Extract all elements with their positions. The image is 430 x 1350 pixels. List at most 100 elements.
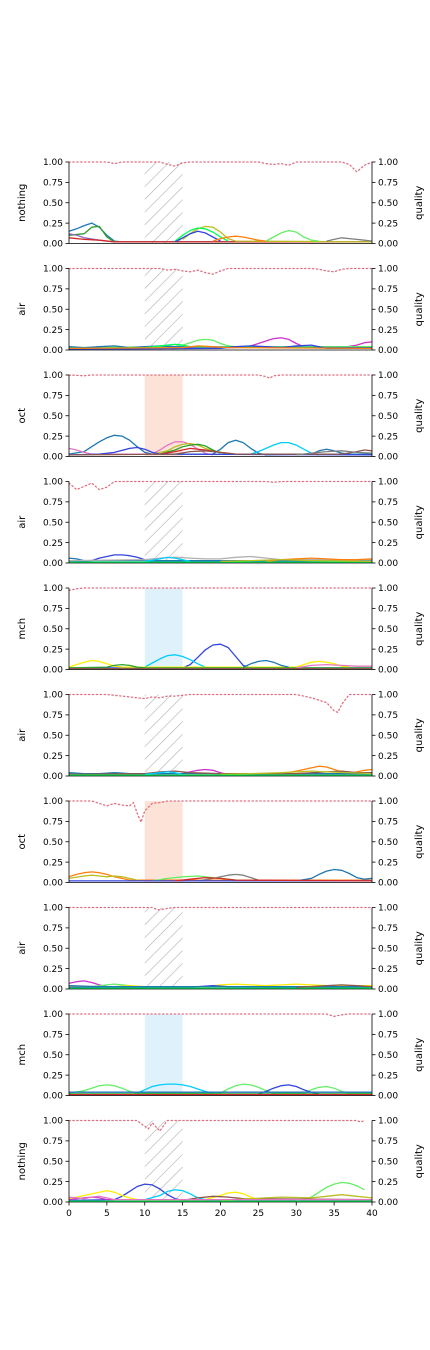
left-tick-label: 0.75 <box>43 392 63 402</box>
right-tick-label: 1.00 <box>378 371 398 381</box>
series-line-4 <box>68 237 372 243</box>
left-tick-label: 0.25 <box>43 219 63 229</box>
left-tick-label: 0.00 <box>43 346 63 356</box>
left-tick-label: 0.50 <box>43 412 63 422</box>
series-line-1 <box>68 1083 372 1094</box>
highlight-region <box>144 268 183 350</box>
quality-line <box>68 161 373 173</box>
right-tick-label: 1.00 <box>378 904 398 914</box>
left-tick-label: 0.75 <box>43 711 63 721</box>
right-tick-label: 0.00 <box>378 453 398 463</box>
right-tick-label: 1.00 <box>378 1117 398 1127</box>
series-line-2 <box>68 874 138 881</box>
series-line-10 <box>326 237 373 242</box>
series-line-1 <box>69 643 372 669</box>
series-line-4 <box>68 770 372 776</box>
quality-line <box>68 267 373 275</box>
series-line-5 <box>182 225 373 243</box>
right-tick-label: 0.25 <box>378 432 398 442</box>
left-tick-label: 1.00 <box>43 371 63 381</box>
panel-label: air <box>17 941 28 955</box>
left-tick-label: 0.25 <box>43 965 63 975</box>
highlight-region <box>144 694 183 776</box>
right-tick-label: 0.25 <box>378 219 398 229</box>
right-axis-label: quality <box>414 718 425 752</box>
panel-label: mch <box>17 1044 28 1066</box>
left-tick-label: 1.00 <box>43 1117 63 1127</box>
left-tick-label: 0.75 <box>43 1031 63 1041</box>
right-tick-label: 1.00 <box>378 1010 398 1020</box>
left-tick-label: 0.00 <box>43 985 63 995</box>
series-line-3 <box>68 659 350 668</box>
quality-line <box>68 1119 366 1133</box>
right-axis-label: quality <box>414 931 425 965</box>
series-line-6 <box>182 1195 373 1202</box>
series-line-3 <box>68 555 372 562</box>
panel-8: 0.00 0.00 0.25 0.25 0.50 0.50 0.75 0.75 1.00 1.00… <box>17 904 425 996</box>
series-line-2 <box>136 1083 214 1094</box>
series-line-7 <box>220 1194 373 1202</box>
series-line-1 <box>68 337 373 350</box>
quality-line <box>68 587 373 592</box>
right-tick-label: 0.00 <box>378 985 398 995</box>
left-tick-label: 0.00 <box>43 772 63 782</box>
series-line-4 <box>242 659 289 668</box>
series-line-9 <box>296 450 373 456</box>
right-tick-label: 0.25 <box>378 645 398 655</box>
highlight-region <box>144 481 183 563</box>
right-axis-label: quality <box>414 612 425 646</box>
x-tick-label: 25 <box>253 1209 264 1219</box>
left-tick-label: 0.50 <box>43 199 63 209</box>
left-tick-label: 0.00 <box>43 240 63 250</box>
right-axis-label: quality <box>414 825 425 859</box>
right-tick-label: 0.00 <box>378 1092 398 1102</box>
series-line-7 <box>174 230 221 243</box>
right-tick-label: 0.25 <box>378 1071 398 1081</box>
right-tick-label: 0.00 <box>378 240 398 250</box>
right-tick-label: 0.50 <box>378 199 398 209</box>
series-line-5 <box>159 443 221 455</box>
left-tick-label: 0.00 <box>43 666 63 676</box>
left-tick-label: 0.25 <box>43 752 63 762</box>
right-axis-label: quality <box>414 186 425 220</box>
series-line-2 <box>296 1181 365 1202</box>
x-tick-label: 0 <box>66 1209 72 1219</box>
left-tick-label: 0.25 <box>43 539 63 549</box>
left-tick-label: 1.00 <box>43 1010 63 1020</box>
right-tick-label: 0.25 <box>378 965 398 975</box>
right-axis-label: quality <box>414 505 425 539</box>
left-tick-label: 0.50 <box>43 1157 63 1167</box>
quality-line <box>68 1013 373 1018</box>
series-line-6 <box>144 771 183 776</box>
left-tick-label: 0.25 <box>43 1178 63 1188</box>
left-tick-label: 0.50 <box>43 305 63 315</box>
right-tick-label: 0.25 <box>378 1178 398 1188</box>
highlight-region <box>144 801 183 883</box>
panel-2: 0.00 0.00 0.25 0.25 0.50 0.50 0.75 0.75 1.00 1.00… <box>17 265 425 357</box>
series-line-2 <box>144 654 213 669</box>
right-tick-label: 0.00 <box>378 666 398 676</box>
left-tick-label: 0.25 <box>43 1071 63 1081</box>
right-tick-label: 0.00 <box>378 772 398 782</box>
right-tick-label: 0.25 <box>378 858 398 868</box>
left-tick-label: 0.75 <box>43 285 63 295</box>
right-tick-label: 1.00 <box>378 158 398 168</box>
right-tick-label: 0.50 <box>378 1157 398 1167</box>
series-line-2 <box>68 338 372 349</box>
right-tick-label: 0.75 <box>378 605 398 615</box>
left-tick-label: 1.00 <box>43 691 63 701</box>
series-line-1 <box>68 434 372 456</box>
highlight-region <box>144 588 183 670</box>
series-line-3 <box>250 441 320 456</box>
left-tick-label: 0.50 <box>43 518 63 528</box>
x-tick-label: 5 <box>104 1209 110 1219</box>
panel-6: 0.00 0.00 0.25 0.25 0.50 0.50 0.75 0.75 1.00 1.00… <box>17 691 425 783</box>
panel-9: 0.00 0.00 0.25 0.25 0.50 0.50 0.75 0.75 1.00 1.00… <box>17 1010 425 1101</box>
panel-3: 0.00 0.00 0.25 0.25 0.50 0.50 0.75 0.75 1.00 1.00… <box>17 371 425 463</box>
left-tick-label: 1.00 <box>43 797 63 807</box>
series-line-7 <box>296 984 373 989</box>
panel-label: mch <box>17 618 28 640</box>
left-tick-label: 0.00 <box>43 1092 63 1102</box>
panel-label: air <box>17 302 28 316</box>
left-tick-label: 1.00 <box>43 584 63 594</box>
